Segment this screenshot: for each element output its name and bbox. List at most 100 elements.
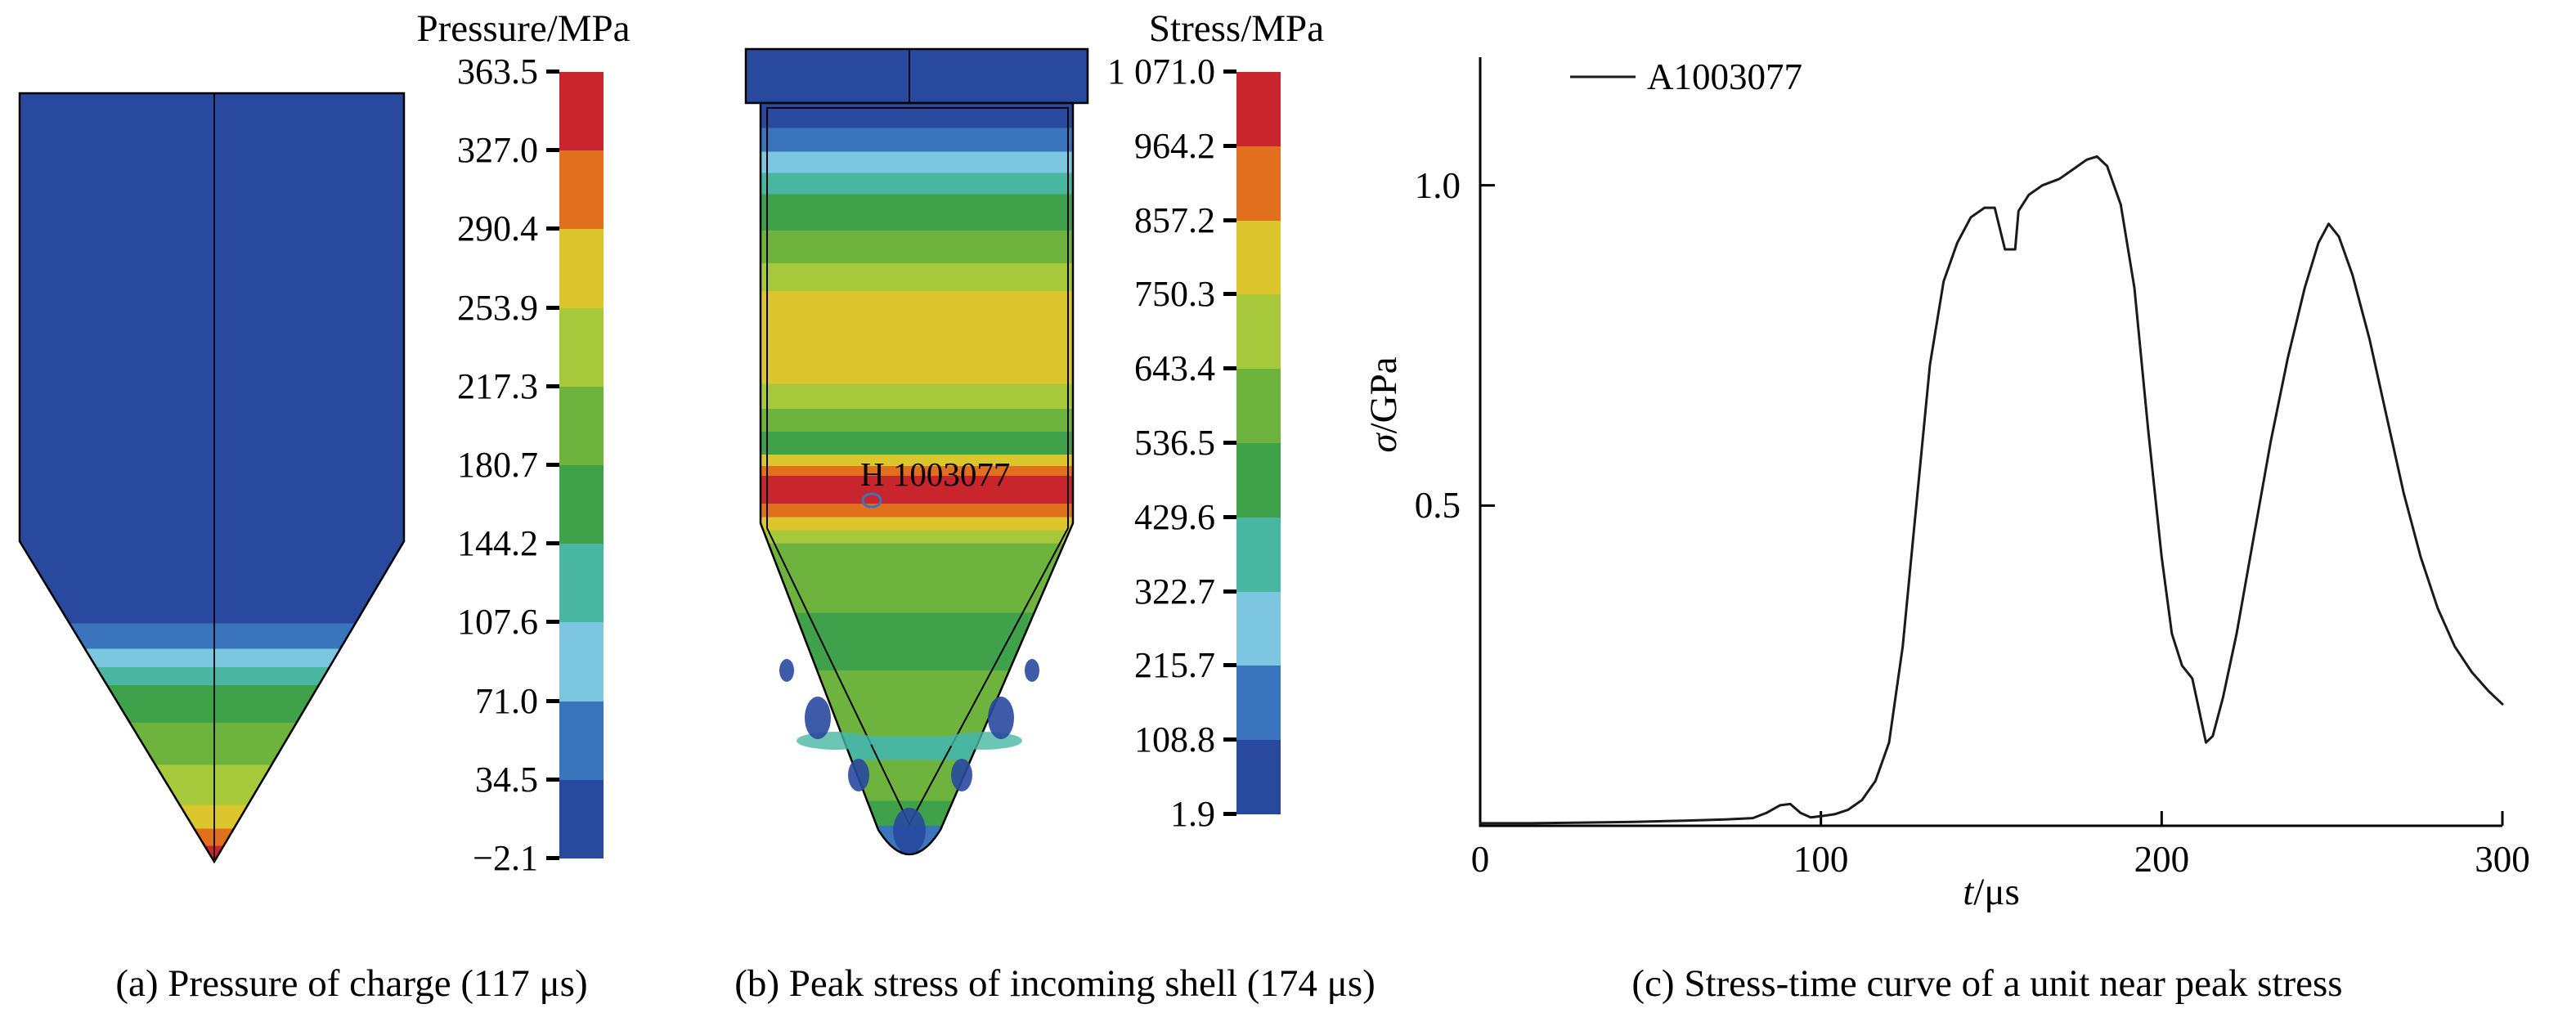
cba-color-segment xyxy=(559,229,604,308)
x-tick-label: 300 xyxy=(2475,839,2530,880)
cbb-color-segment xyxy=(1236,369,1281,443)
cbb-tick-mark xyxy=(1223,143,1236,148)
cbb-color-segment xyxy=(1236,294,1281,370)
cba-tick-label: 253.9 xyxy=(457,287,538,328)
cba-color-segment xyxy=(559,544,604,623)
contour-speck xyxy=(779,659,794,682)
caption-a: (a) Pressure of charge (117 μs) xyxy=(115,962,588,1005)
cbb-tick-label: 536.5 xyxy=(1134,423,1215,463)
stress-time-chart xyxy=(1479,57,2504,827)
cbb-tick-mark xyxy=(1223,737,1236,742)
caption-b: (b) Peak stress of incoming shell (174 μ… xyxy=(734,962,1376,1005)
stress-colorbar-ticks: 1 071.0 964.2 857.2 750.3 643.4 536.5 429.6 322… xyxy=(1022,52,1236,834)
charge-body-shape xyxy=(18,92,406,864)
cba-tick-label: 71.0 xyxy=(475,680,538,721)
cbb-tick-label: 322.7 xyxy=(1134,571,1215,612)
pressure-colorbar-ticks: 363.5 327.0 290.4 253.9 217.3 180.7 144.2 107.6… xyxy=(345,52,559,878)
cbb-tick-mark xyxy=(1223,69,1236,74)
cbb-tick-mark xyxy=(1223,589,1236,594)
x-axis-variable: t xyxy=(1963,871,1974,913)
pressure-colorbar-title: Pressure/MPa xyxy=(416,7,631,50)
x-tick-label: 100 xyxy=(1793,839,1849,880)
cba-color-segment xyxy=(559,307,604,387)
cba-tick-mark xyxy=(546,148,559,153)
cba-tick-label: −2.1 xyxy=(473,838,538,878)
stress-colorbar xyxy=(1236,72,1281,814)
cbb-tick-mark xyxy=(1223,441,1236,445)
cbb-tick-mark xyxy=(1223,292,1236,297)
cba-color-segment xyxy=(559,150,604,230)
shell-inner-outline xyxy=(766,107,1069,827)
cba-tick-label: 107.6 xyxy=(457,602,538,643)
cba-color-segment xyxy=(559,72,604,151)
y-tick-label: 0.5 xyxy=(1414,485,1461,527)
cbb-color-segment xyxy=(1236,517,1281,592)
contour-speck xyxy=(951,759,972,791)
element-annotation: H 1003077 xyxy=(860,455,1011,493)
cbb-tick-label: 1 071.0 xyxy=(1107,52,1215,92)
caption-c: (c) Stress-time curve of a unit near pea… xyxy=(1631,962,2343,1005)
cba-color-segment xyxy=(559,622,604,702)
cba-tick-mark xyxy=(546,698,559,703)
cba-tick-label: 327.0 xyxy=(457,130,538,171)
contour-speck xyxy=(805,697,831,739)
y-tick-label: 1.0 xyxy=(1414,164,1461,206)
x-axis-label: t/μs xyxy=(1963,870,2020,914)
cbb-color-segment xyxy=(1236,220,1281,295)
contour-speck xyxy=(988,697,1014,739)
y-axis-variable: σ xyxy=(1362,433,1405,453)
cbb-tick-mark xyxy=(1223,812,1236,816)
cbb-color-segment xyxy=(1236,666,1281,741)
cbb-tick-label: 643.4 xyxy=(1134,348,1215,389)
shell-top-plate-shape xyxy=(744,47,1089,105)
cbb-tick-label: 964.2 xyxy=(1134,125,1215,166)
stress-time-curve xyxy=(1479,155,2504,825)
cbb-color-segment xyxy=(1236,146,1281,221)
contour-speck xyxy=(1025,659,1039,682)
cba-tick-label: 180.7 xyxy=(457,445,538,485)
cba-tick-mark xyxy=(546,856,559,860)
cbb-tick-label: 1.9 xyxy=(1170,794,1215,834)
cba-tick-mark xyxy=(546,777,559,782)
cba-tick-mark xyxy=(546,541,559,546)
cbb-tick-mark xyxy=(1223,663,1236,668)
cbb-tick-label: 108.8 xyxy=(1134,719,1215,760)
cbb-tick-label: 857.2 xyxy=(1134,199,1215,240)
cbb-tick-label: 750.3 xyxy=(1134,274,1215,315)
cbb-color-segment xyxy=(1236,591,1281,666)
chart-axes xyxy=(1479,57,2502,827)
x-tick-label: 200 xyxy=(2134,839,2190,880)
cbb-tick-mark xyxy=(1223,514,1236,519)
cbb-tick-label: 215.7 xyxy=(1134,645,1215,686)
pressure-colorbar xyxy=(559,72,604,859)
cbb-color-segment xyxy=(1236,72,1281,146)
cba-tick-mark xyxy=(546,69,559,74)
cba-tick-label: 217.3 xyxy=(457,365,538,406)
y-axis-unit: /GPa xyxy=(1362,356,1405,434)
cbb-tick-mark xyxy=(1223,366,1236,371)
x-tick-label: 0 xyxy=(1470,839,1490,880)
cba-tick-label: 144.2 xyxy=(457,523,538,564)
cbb-color-segment xyxy=(1236,442,1281,518)
stress-colorbar-title: Stress/MPa xyxy=(1148,7,1325,50)
cba-tick-label: 34.5 xyxy=(475,759,538,800)
pressure-contour-plot xyxy=(18,92,406,864)
cba-color-segment xyxy=(559,386,604,466)
legend-label: A1003077 xyxy=(1647,56,1802,97)
cba-tick-mark xyxy=(546,226,559,231)
cba-color-segment xyxy=(559,701,604,780)
x-axis-unit: /μs xyxy=(1973,871,2020,913)
contour-speck xyxy=(893,808,926,854)
cba-color-segment xyxy=(559,465,604,545)
cba-tick-mark xyxy=(546,620,559,625)
cba-tick-label: 290.4 xyxy=(457,208,538,249)
contour-streak xyxy=(944,732,1022,750)
unit-marker xyxy=(861,492,882,509)
cbb-tick-label: 429.6 xyxy=(1134,496,1215,537)
cbb-tick-mark xyxy=(1223,217,1236,222)
cba-tick-mark xyxy=(546,463,559,467)
stress-contour-plot xyxy=(744,47,1089,856)
y-axis-label: σ/GPa xyxy=(1362,356,1406,452)
